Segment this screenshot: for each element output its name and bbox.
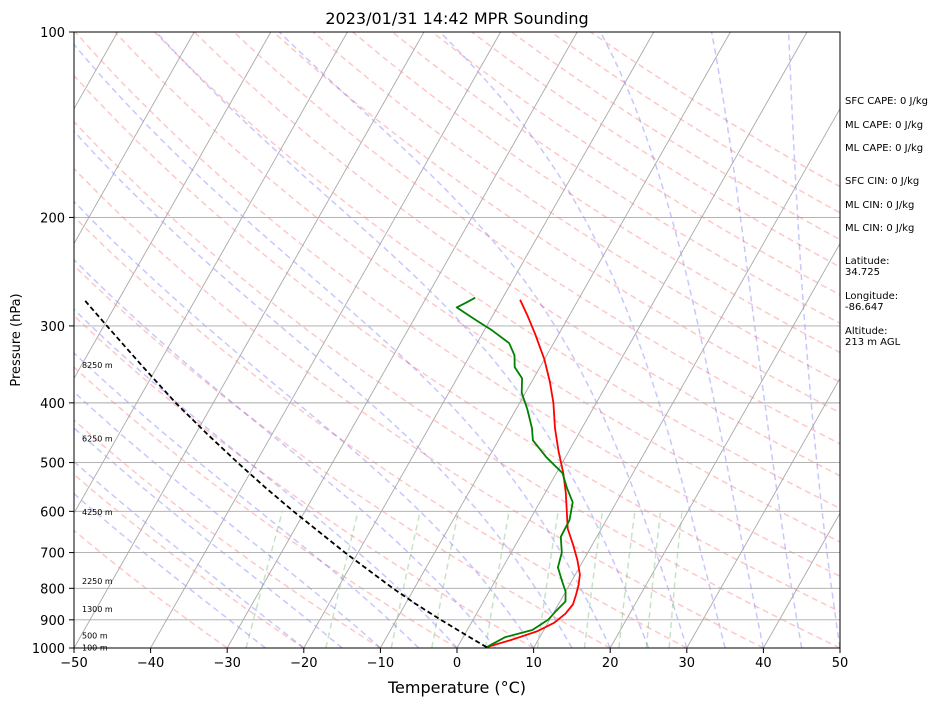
- dewpoint-line: [455, 296, 574, 648]
- height-label: 6250 m: [82, 435, 113, 444]
- dry-adiabat-line: [74, 314, 534, 648]
- isotherm-line: [74, 32, 195, 245]
- moist-adiabat-line: [74, 130, 573, 648]
- annotation-text: 34.725: [845, 267, 880, 278]
- moist-adiabat-line: [74, 200, 535, 648]
- x-tick-label: 50: [832, 656, 849, 671]
- x-tick-label: −50: [60, 656, 87, 671]
- annotation-text: SFC CAPE: 0 J/kg: [845, 96, 928, 107]
- x-axis-label: Temperature (°C): [387, 678, 526, 697]
- moist-adiabat-line: [74, 308, 458, 648]
- temperature-line: [486, 299, 581, 648]
- parcel-line: [83, 299, 488, 648]
- y-tick-label: 600: [40, 505, 65, 520]
- annotation-text: Altitude:: [845, 326, 887, 337]
- dry-adiabat-line: [114, 32, 840, 543]
- isotherm-line: [533, 107, 840, 648]
- y-axis-label: Pressure (hPa): [9, 293, 24, 386]
- dry-adiabat-line: [193, 32, 840, 477]
- height-labels: 100 m 500 m 1300 m 2250 m 4250 m 6250 m 8250 m: [82, 361, 113, 653]
- moist-adiabat-line: [599, 32, 765, 648]
- annotation-text: Longitude:: [845, 291, 898, 302]
- isotherm-line: [456, 32, 808, 648]
- dry-adiabat-line: [233, 32, 840, 445]
- mixing-ratio-line: [325, 511, 359, 648]
- moist-adiabat-line: [74, 492, 266, 648]
- x-tick-label: 20: [602, 656, 619, 671]
- moist-adiabat-line: [74, 460, 305, 648]
- isotherm-line: [380, 32, 731, 648]
- isotherm-line: [74, 32, 272, 380]
- x-tick-label: 30: [679, 656, 696, 671]
- moist-adiabat-line: [74, 426, 343, 648]
- height-label: 1300 m: [82, 605, 113, 614]
- x-tick-label: −30: [213, 656, 240, 671]
- sounding-lines: [83, 296, 581, 648]
- height-label: 8250 m: [82, 361, 113, 370]
- moist-adiabat-line: [74, 351, 420, 648]
- dry-adiabat-line: [74, 264, 611, 648]
- isotherm-line: [150, 32, 501, 648]
- isotherm-line: [763, 512, 840, 648]
- dry-adiabat-line: [74, 366, 458, 648]
- x-tick-label: −40: [137, 656, 164, 671]
- chart-title: 2023/01/31 14:42 MPR Sounding: [325, 9, 588, 28]
- isotherm-line: [226, 32, 578, 648]
- annotation-text: 213 m AGL: [845, 337, 901, 348]
- height-label: 500 m: [82, 632, 108, 641]
- height-label: 2250 m: [82, 577, 113, 586]
- dry-adiabat-line: [74, 74, 840, 613]
- annotation-text: -86.647: [845, 302, 884, 313]
- x-tick-label: 40: [755, 656, 772, 671]
- mixing-ratio-line: [390, 511, 421, 648]
- moist-adiabat-line: [74, 43, 611, 648]
- dry-adiabat-line: [74, 167, 764, 648]
- isotherm-line: [609, 242, 840, 648]
- isotherm-line: [303, 32, 655, 648]
- moist-adiabat-line: [155, 32, 650, 648]
- dry-adiabat-line: [352, 32, 840, 354]
- plot-frame: [73, 31, 841, 649]
- dry-adiabat-line: [431, 32, 840, 296]
- annotation-text: Latitude:: [845, 256, 890, 267]
- axes: −50 −40 −30 −20 −10 0 10 20 30 40 50 100 200 300 400 50…: [32, 26, 848, 671]
- dry-adiabat-line: [153, 32, 840, 510]
- y-tick-label: 100: [40, 26, 65, 41]
- moist-adiabat-line: [439, 32, 726, 648]
- height-label: 100 m: [82, 643, 108, 652]
- dry-adiabat-line: [74, 529, 228, 648]
- isotherm-line: [74, 32, 348, 515]
- isotherm-line: [686, 377, 840, 648]
- height-label: 4250 m: [82, 508, 113, 517]
- dry-adiabat-line: [272, 32, 840, 414]
- annotation-text: ML CAPE: 0 J/kg: [845, 143, 923, 154]
- x-tick-label: −10: [367, 656, 394, 671]
- x-tick-label: 0: [453, 656, 461, 671]
- annotation-text: ML CAPE: 0 J/kg: [845, 120, 923, 131]
- y-tick-label: 500: [40, 457, 65, 472]
- y-tick-label: 900: [40, 614, 65, 629]
- annotations-panel: SFC CAPE: 0 J/kg ML CAPE: 0 J/kg ML CAPE: …: [845, 96, 928, 348]
- moist-adiabat-line: [278, 32, 688, 648]
- x-tick-label: 10: [525, 656, 542, 671]
- moist-adiabat-line: [74, 391, 381, 648]
- dry-adiabat-line: [74, 32, 840, 578]
- y-tick-label: 700: [40, 547, 65, 562]
- x-tick-label: −20: [290, 656, 317, 671]
- annotation-text: ML CIN: 0 J/kg: [845, 223, 914, 234]
- isotherm-line: [74, 32, 425, 648]
- moist-adiabat-line: [787, 32, 840, 648]
- moist-adiabat-line: [710, 32, 803, 648]
- y-tick-label: 300: [40, 320, 65, 335]
- y-tick-label: 200: [40, 211, 65, 226]
- y-tick-label: 1000: [32, 642, 65, 657]
- annotation-text: SFC CIN: 0 J/kg: [845, 176, 919, 187]
- annotation-text: ML CIN: 0 J/kg: [845, 200, 914, 211]
- y-tick-label: 800: [40, 582, 65, 597]
- background-lines: [74, 32, 840, 648]
- dry-adiabat-line: [74, 215, 688, 648]
- y-tick-label: 400: [40, 397, 65, 412]
- dry-adiabat-line: [312, 32, 840, 384]
